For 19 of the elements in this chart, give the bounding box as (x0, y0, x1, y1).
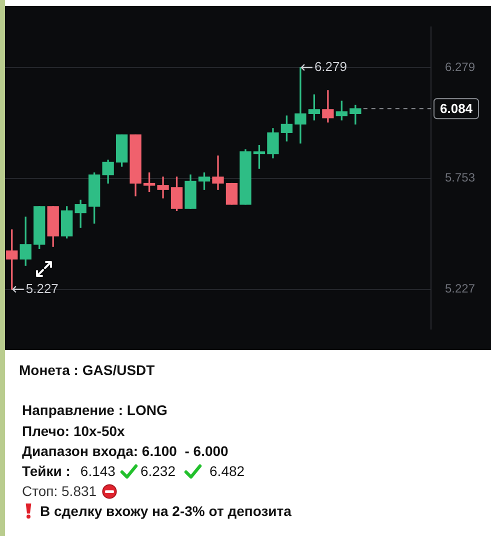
y-tick-label: 6.279 (445, 60, 476, 74)
y-tick-label: 5.227 (445, 282, 476, 296)
text: 6.143 (80, 463, 116, 479)
text: Направление : LONG (22, 402, 168, 418)
text: 6.232 (140, 463, 176, 479)
text: Тейки : (22, 463, 70, 479)
text: Диапазон входа: 6.100 - 6.000 (22, 443, 228, 459)
annotation: 5.227 (26, 280, 58, 296)
candlestick (157, 176, 169, 198)
annotation: 6.279 (314, 59, 347, 74)
text: Плечо: 10x-50x (22, 423, 125, 439)
text: В сделку вхожу на 2-3% от депозита (40, 503, 292, 519)
y-tick-label: 5.753 (445, 170, 476, 185)
candlestick (212, 156, 224, 190)
ref-line-label: 6.084 (440, 101, 474, 116)
candlestick (294, 67, 306, 144)
text: Монета : GAS/USDT (19, 362, 155, 378)
text: Стоп: 5.831 (22, 483, 97, 499)
text: 6.482 (210, 463, 245, 479)
